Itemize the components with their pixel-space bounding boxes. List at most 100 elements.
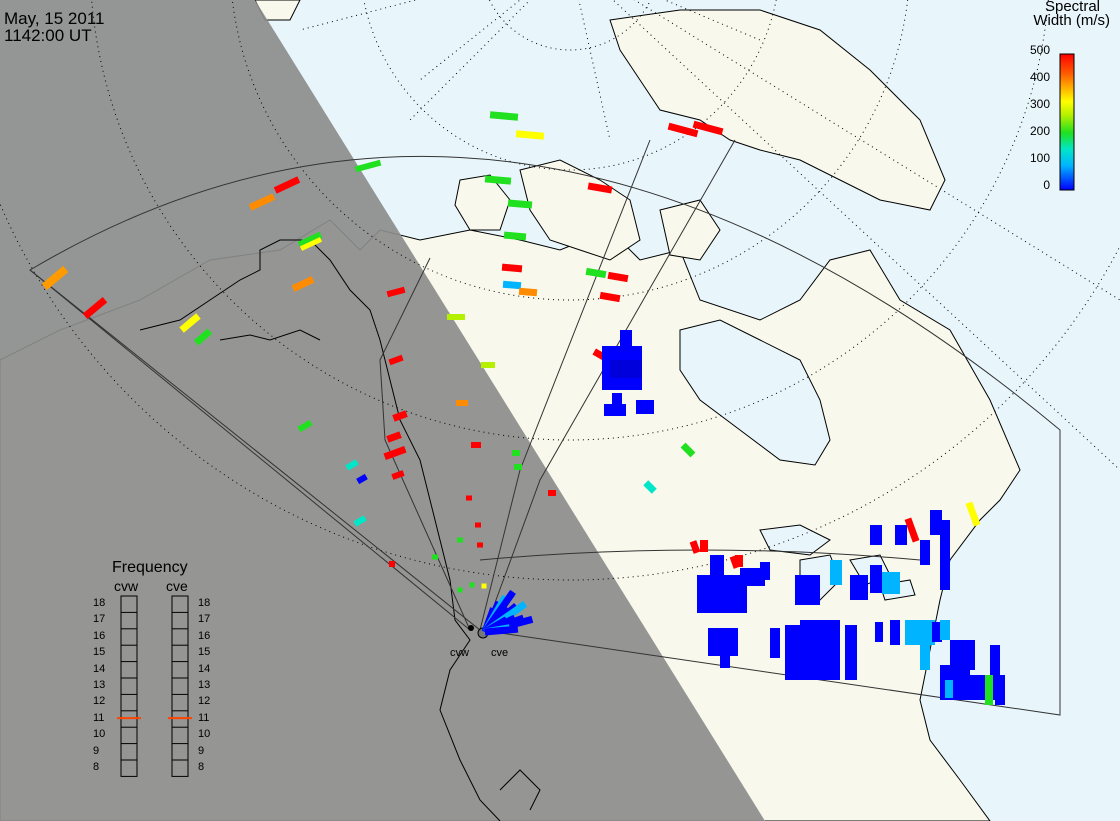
frequency-level-label: 13 bbox=[198, 679, 211, 691]
spectral-width-cell bbox=[990, 645, 1000, 700]
frequency-level-label: 16 bbox=[198, 629, 211, 642]
spectral-width-cell bbox=[920, 640, 930, 670]
spectral-width-cell bbox=[607, 271, 629, 283]
site-label-cve: cve bbox=[491, 647, 509, 659]
spectral-width-cell bbox=[795, 575, 820, 605]
spectral-width-cell bbox=[475, 522, 481, 528]
colorbar-title-line2: Width (m/s) bbox=[1033, 12, 1110, 29]
spectral-width-cell bbox=[299, 237, 323, 251]
night-region bbox=[0, 0, 765, 821]
spectral-width-cell bbox=[904, 517, 920, 543]
frequency-level-label: 12 bbox=[198, 695, 211, 708]
spectral-width-cell bbox=[353, 515, 367, 527]
colorbar-title-line1: Spectral bbox=[1044, 0, 1100, 15]
colorbar-tick-100: 100 bbox=[1029, 151, 1050, 165]
spectral-width-cell bbox=[680, 442, 696, 458]
spectral-width-cell bbox=[965, 501, 981, 527]
colorbar-tick-500: 500 bbox=[1029, 43, 1050, 57]
spectral-width-cell bbox=[383, 445, 407, 461]
spectral-width-cell bbox=[273, 176, 301, 194]
spectral-width-cell bbox=[740, 568, 765, 586]
frequency-level-label: 14 bbox=[198, 662, 211, 675]
frequency-level-label: 11 bbox=[198, 711, 210, 724]
spectral-width-cell bbox=[895, 525, 907, 545]
spectral-width-cell bbox=[643, 480, 657, 494]
spectral-width-cell bbox=[515, 130, 545, 140]
frequency-level-label: 10 bbox=[93, 728, 106, 741]
spectral-width-cells bbox=[41, 111, 1005, 705]
frequency-level-label: 11 bbox=[93, 711, 105, 724]
spectral-width-cell bbox=[610, 360, 642, 378]
spectral-width-cell bbox=[507, 199, 533, 209]
spectral-width-cell bbox=[469, 582, 475, 588]
spectral-width-cell bbox=[995, 675, 1005, 705]
frequency-level-label: 17 bbox=[198, 613, 211, 626]
spectral-width-cell bbox=[481, 362, 495, 368]
graticule bbox=[0, 0, 1120, 581]
spectral-width-cell bbox=[770, 628, 780, 658]
spectral-width-cell bbox=[386, 431, 402, 443]
spectral-width-cell bbox=[193, 328, 213, 346]
frequency-level-label: 12 bbox=[93, 695, 106, 708]
frequency-level-label: 18 bbox=[198, 597, 211, 609]
spectral-width-cell bbox=[599, 291, 621, 303]
spectral-width-cell bbox=[489, 111, 519, 121]
spectral-width-cell bbox=[345, 459, 359, 471]
spectral-width-cell bbox=[457, 537, 463, 543]
spectral-width-cell bbox=[484, 625, 519, 636]
spectral-width-cell bbox=[179, 313, 201, 333]
frequency-level-label: 8 bbox=[198, 761, 205, 773]
spectral-width-cell bbox=[945, 680, 953, 698]
frequency-level-label: 9 bbox=[93, 744, 100, 757]
site-cvw-marker bbox=[468, 625, 474, 631]
spectral-width-cell bbox=[388, 354, 404, 366]
spectral-width-cell bbox=[612, 393, 622, 407]
spectral-width-cell bbox=[471, 442, 481, 448]
spectral-width-cell bbox=[503, 231, 527, 241]
spectral-width-cell bbox=[481, 583, 487, 589]
spectral-width-cell bbox=[548, 490, 556, 496]
spectral-width-cell bbox=[477, 542, 483, 548]
frequency-level-label: 8 bbox=[93, 761, 100, 773]
spectral-width-cell bbox=[940, 620, 950, 640]
spectral-width-cell bbox=[890, 620, 900, 645]
radar-fov-outlines bbox=[29, 139, 1061, 716]
spectral-width-cell bbox=[920, 540, 930, 565]
spectral-width-cell bbox=[845, 625, 857, 680]
frequency-level-label: 16 bbox=[93, 629, 106, 642]
colorbar-tick-400: 400 bbox=[1029, 70, 1050, 84]
spectral-width-cell bbox=[700, 540, 708, 552]
colorbar-tick-200: 200 bbox=[1029, 124, 1050, 138]
spectral-width-cell bbox=[389, 561, 395, 567]
spectral-width-cell bbox=[692, 120, 724, 136]
spectral-width-cell bbox=[735, 555, 743, 567]
spectral-width-cell bbox=[667, 122, 699, 138]
spectral-width-cell bbox=[518, 287, 538, 297]
spectral-width-cell bbox=[930, 510, 942, 535]
spectral-width-cell bbox=[587, 182, 613, 194]
spectral-width-cell bbox=[447, 314, 465, 320]
spectral-width-cell bbox=[432, 554, 438, 560]
spectral-width-cell bbox=[291, 276, 315, 292]
spectral-width-cell bbox=[882, 572, 900, 594]
date-label: May, 15 2011 bbox=[4, 9, 105, 28]
spectral-width-cell bbox=[512, 450, 520, 456]
spectral-width-cell bbox=[932, 622, 942, 642]
spectral-width-cell bbox=[82, 296, 108, 320]
spectral-width-cell bbox=[392, 410, 408, 422]
spectral-width-cell bbox=[620, 330, 632, 350]
colorbar-tick-0: 0 bbox=[1043, 178, 1050, 192]
spectral-width-cell bbox=[960, 640, 975, 670]
frequency-level-label: 18 bbox=[93, 597, 106, 609]
time-label: 1142:00 UT bbox=[4, 26, 92, 45]
spectral-width-cell bbox=[514, 464, 522, 470]
spectral-width-cell bbox=[248, 193, 276, 211]
spectral-width-cell bbox=[502, 280, 522, 290]
frequency-column-box bbox=[120, 595, 138, 777]
spectral-width-cell bbox=[484, 175, 512, 185]
spectral-width-cell bbox=[297, 419, 313, 433]
spectral-width-cell bbox=[830, 560, 842, 585]
spectral-width-cell bbox=[850, 575, 868, 600]
spectral-width-cell bbox=[940, 520, 950, 570]
spectral-width-cell bbox=[354, 159, 382, 173]
